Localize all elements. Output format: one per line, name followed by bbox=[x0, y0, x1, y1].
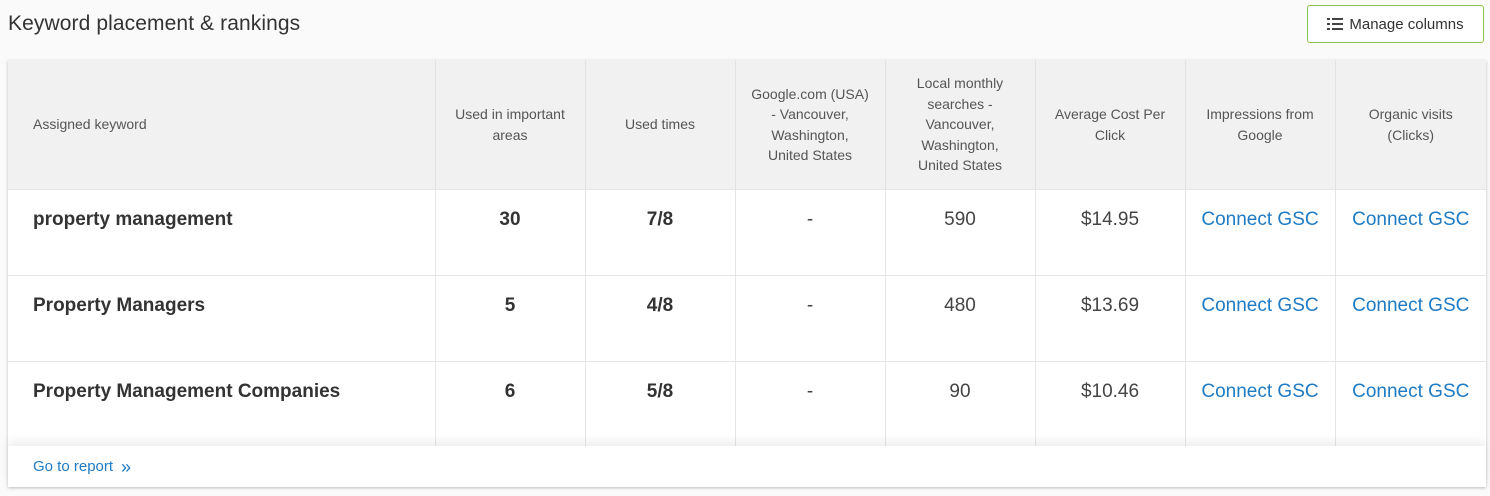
table-header-row: Assigned keyword Used in important areas… bbox=[8, 60, 1486, 190]
connect-gsc-link[interactable]: Connect GSC bbox=[1201, 381, 1319, 402]
go-to-report-label: Go to report bbox=[33, 458, 114, 475]
column-header-organic-visits[interactable]: Organic visits (Clicks) bbox=[1335, 60, 1486, 190]
column-header-keyword[interactable]: Assigned keyword bbox=[8, 60, 436, 190]
google-rank-cell: - bbox=[735, 361, 886, 448]
used-times-cell: 4/8 bbox=[585, 275, 736, 362]
google-rank-cell: - bbox=[735, 189, 886, 276]
table-row: property management 30 7/8 - 590 $14.95 … bbox=[8, 189, 1486, 276]
page-title: Keyword placement & rankings bbox=[8, 12, 301, 35]
monthly-searches-cell: 90 bbox=[885, 361, 1036, 448]
organic-visits-cell: Connect GSC bbox=[1335, 189, 1486, 276]
columns-list-icon bbox=[1327, 17, 1344, 31]
manage-columns-button[interactable]: Manage columns bbox=[1307, 5, 1484, 43]
table-row: Property Management Companies 6 5/8 - 90… bbox=[8, 361, 1486, 448]
keyword-cell: property management bbox=[8, 189, 436, 276]
organic-visits-cell: Connect GSC bbox=[1335, 275, 1486, 362]
keyword-cell: Property Managers bbox=[8, 275, 436, 362]
table-footer: Go to report » bbox=[8, 446, 1486, 487]
google-rank-cell: - bbox=[735, 275, 886, 362]
cpc-cell: $13.69 bbox=[1035, 275, 1186, 362]
organic-visits-cell: Connect GSC bbox=[1335, 361, 1486, 448]
impressions-cell: Connect GSC bbox=[1185, 361, 1336, 448]
double-chevron-right-icon: » bbox=[121, 456, 132, 477]
column-header-impressions[interactable]: Impressions from Google bbox=[1185, 60, 1336, 190]
impressions-cell: Connect GSC bbox=[1185, 275, 1336, 362]
important-areas-cell: 30 bbox=[435, 189, 586, 276]
monthly-searches-cell: 480 bbox=[885, 275, 1036, 362]
column-header-used-times[interactable]: Used times bbox=[585, 60, 736, 190]
cpc-cell: $14.95 bbox=[1035, 189, 1186, 276]
important-areas-cell: 6 bbox=[435, 361, 586, 448]
keyword-cell: Property Management Companies bbox=[8, 361, 436, 448]
monthly-searches-cell: 590 bbox=[885, 189, 1036, 276]
impressions-cell: Connect GSC bbox=[1185, 189, 1336, 276]
connect-gsc-link[interactable]: Connect GSC bbox=[1352, 209, 1470, 230]
go-to-report-link[interactable]: Go to report » bbox=[33, 458, 131, 476]
keyword-table: Assigned keyword Used in important areas… bbox=[8, 60, 1486, 448]
column-header-google-rank[interactable]: Google.com (USA) - Vancouver, Washington… bbox=[735, 60, 886, 190]
used-times-cell: 5/8 bbox=[585, 361, 736, 448]
connect-gsc-link[interactable]: Connect GSC bbox=[1352, 381, 1470, 402]
used-times-cell: 7/8 bbox=[585, 189, 736, 276]
connect-gsc-link[interactable]: Connect GSC bbox=[1201, 295, 1319, 316]
column-header-important-areas[interactable]: Used in important areas bbox=[435, 60, 586, 190]
column-header-cpc[interactable]: Average Cost Per Click bbox=[1035, 60, 1186, 190]
cpc-cell: $10.46 bbox=[1035, 361, 1186, 448]
keyword-table-card: Assigned keyword Used in important areas… bbox=[8, 60, 1486, 487]
important-areas-cell: 5 bbox=[435, 275, 586, 362]
connect-gsc-link[interactable]: Connect GSC bbox=[1201, 209, 1319, 230]
manage-columns-label: Manage columns bbox=[1349, 15, 1464, 33]
column-header-monthly-searches[interactable]: Local monthly searches - Vancouver, Wash… bbox=[885, 60, 1036, 190]
connect-gsc-link[interactable]: Connect GSC bbox=[1352, 295, 1470, 316]
table-row: Property Managers 5 4/8 - 480 $13.69 Con… bbox=[8, 275, 1486, 362]
